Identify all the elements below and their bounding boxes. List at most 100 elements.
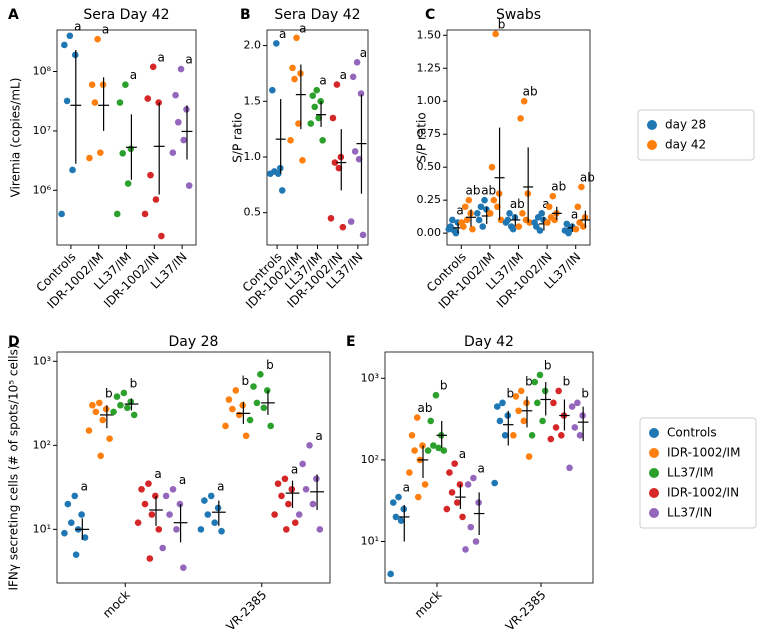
data-point <box>271 511 278 518</box>
significance-letter: a <box>403 481 410 495</box>
data-point <box>94 35 101 43</box>
data-point <box>306 442 313 449</box>
data-point <box>89 401 96 409</box>
data-point <box>239 401 246 409</box>
data-point <box>534 399 541 407</box>
data-point <box>517 115 524 122</box>
data-point <box>309 500 317 508</box>
y-tick-label: 10¹ <box>361 534 379 547</box>
data-point <box>299 157 306 164</box>
chart-title: Sera Day 42 <box>274 7 360 23</box>
data-point <box>510 432 517 439</box>
data-point <box>144 95 152 102</box>
chart-title: Day 42 <box>464 334 514 350</box>
data-point <box>81 534 89 541</box>
data-point <box>214 504 222 512</box>
significance-letter: a <box>315 429 322 443</box>
legend-label: day 42 <box>665 138 706 152</box>
significance-letter: a <box>154 467 161 481</box>
data-point <box>222 422 229 430</box>
data-point <box>283 526 290 533</box>
data-point <box>124 404 131 412</box>
data-point <box>389 499 397 506</box>
data-point <box>96 399 103 407</box>
data-point <box>387 570 394 578</box>
data-point <box>267 170 274 178</box>
data-point <box>97 452 104 460</box>
data-point <box>448 489 456 496</box>
data-point <box>147 171 154 179</box>
data-point <box>506 210 513 217</box>
data-point <box>176 500 184 508</box>
y-tick-label: 10³ <box>361 371 379 384</box>
data-point <box>576 432 584 439</box>
panel-label: A <box>8 7 19 23</box>
data-point <box>113 393 121 400</box>
data-point <box>517 387 525 395</box>
data-point <box>465 196 473 204</box>
data-point <box>134 519 142 527</box>
data-point <box>531 219 538 226</box>
data-point <box>549 192 557 200</box>
data-point <box>309 92 317 100</box>
data-point <box>78 511 85 518</box>
data-point <box>311 103 319 111</box>
data-point <box>395 493 402 501</box>
data-point <box>520 417 528 425</box>
data-point <box>278 187 286 194</box>
significance-letter: ab <box>510 197 525 211</box>
significance-letter: b <box>242 374 250 388</box>
data-point <box>299 460 306 468</box>
data-point <box>148 511 156 518</box>
axes-frame <box>384 351 594 584</box>
axes-frame <box>56 29 197 246</box>
significance-letter: b <box>498 17 506 31</box>
data-point <box>281 475 289 483</box>
legend-marker <box>647 140 657 150</box>
legend-marker <box>647 120 657 130</box>
data-point <box>274 480 282 487</box>
data-point <box>488 163 496 171</box>
data-point <box>502 219 510 226</box>
data-point <box>172 91 179 99</box>
data-point <box>72 551 80 558</box>
y-tick-label: 10⁶ <box>33 183 52 196</box>
data-point <box>329 114 337 122</box>
panel-label: D <box>8 334 20 350</box>
data-point <box>92 408 100 416</box>
legend-marker <box>649 468 659 478</box>
data-point <box>152 196 160 203</box>
data-point <box>291 519 299 527</box>
data-point <box>544 219 551 226</box>
axes-frame <box>266 29 369 246</box>
significance-letter: a <box>571 207 578 221</box>
data-point <box>119 149 126 157</box>
data-point <box>430 442 437 449</box>
data-point <box>110 408 117 416</box>
significance-letter: a <box>299 21 306 35</box>
data-point <box>146 555 154 562</box>
significance-letter: b <box>563 374 571 388</box>
data-point <box>174 118 182 126</box>
data-point <box>66 32 74 40</box>
y-tick-label: 0.5 <box>244 206 262 219</box>
significance-letter: b <box>105 386 113 400</box>
data-point <box>335 164 343 172</box>
data-point <box>470 474 477 482</box>
data-point <box>122 81 129 88</box>
data-point <box>446 469 453 476</box>
x-tick-label: mock <box>100 588 133 621</box>
data-point <box>349 73 357 81</box>
data-point <box>278 492 285 500</box>
data-point <box>435 444 442 452</box>
y-tick-label: 0.50 <box>417 160 442 173</box>
data-point <box>414 493 422 501</box>
data-point <box>287 136 294 144</box>
data-point <box>69 166 76 174</box>
legend-frame <box>637 109 755 161</box>
data-point <box>162 492 170 500</box>
data-point <box>566 464 573 472</box>
data-point <box>149 63 157 71</box>
data-point <box>218 527 225 535</box>
data-point <box>169 485 177 493</box>
